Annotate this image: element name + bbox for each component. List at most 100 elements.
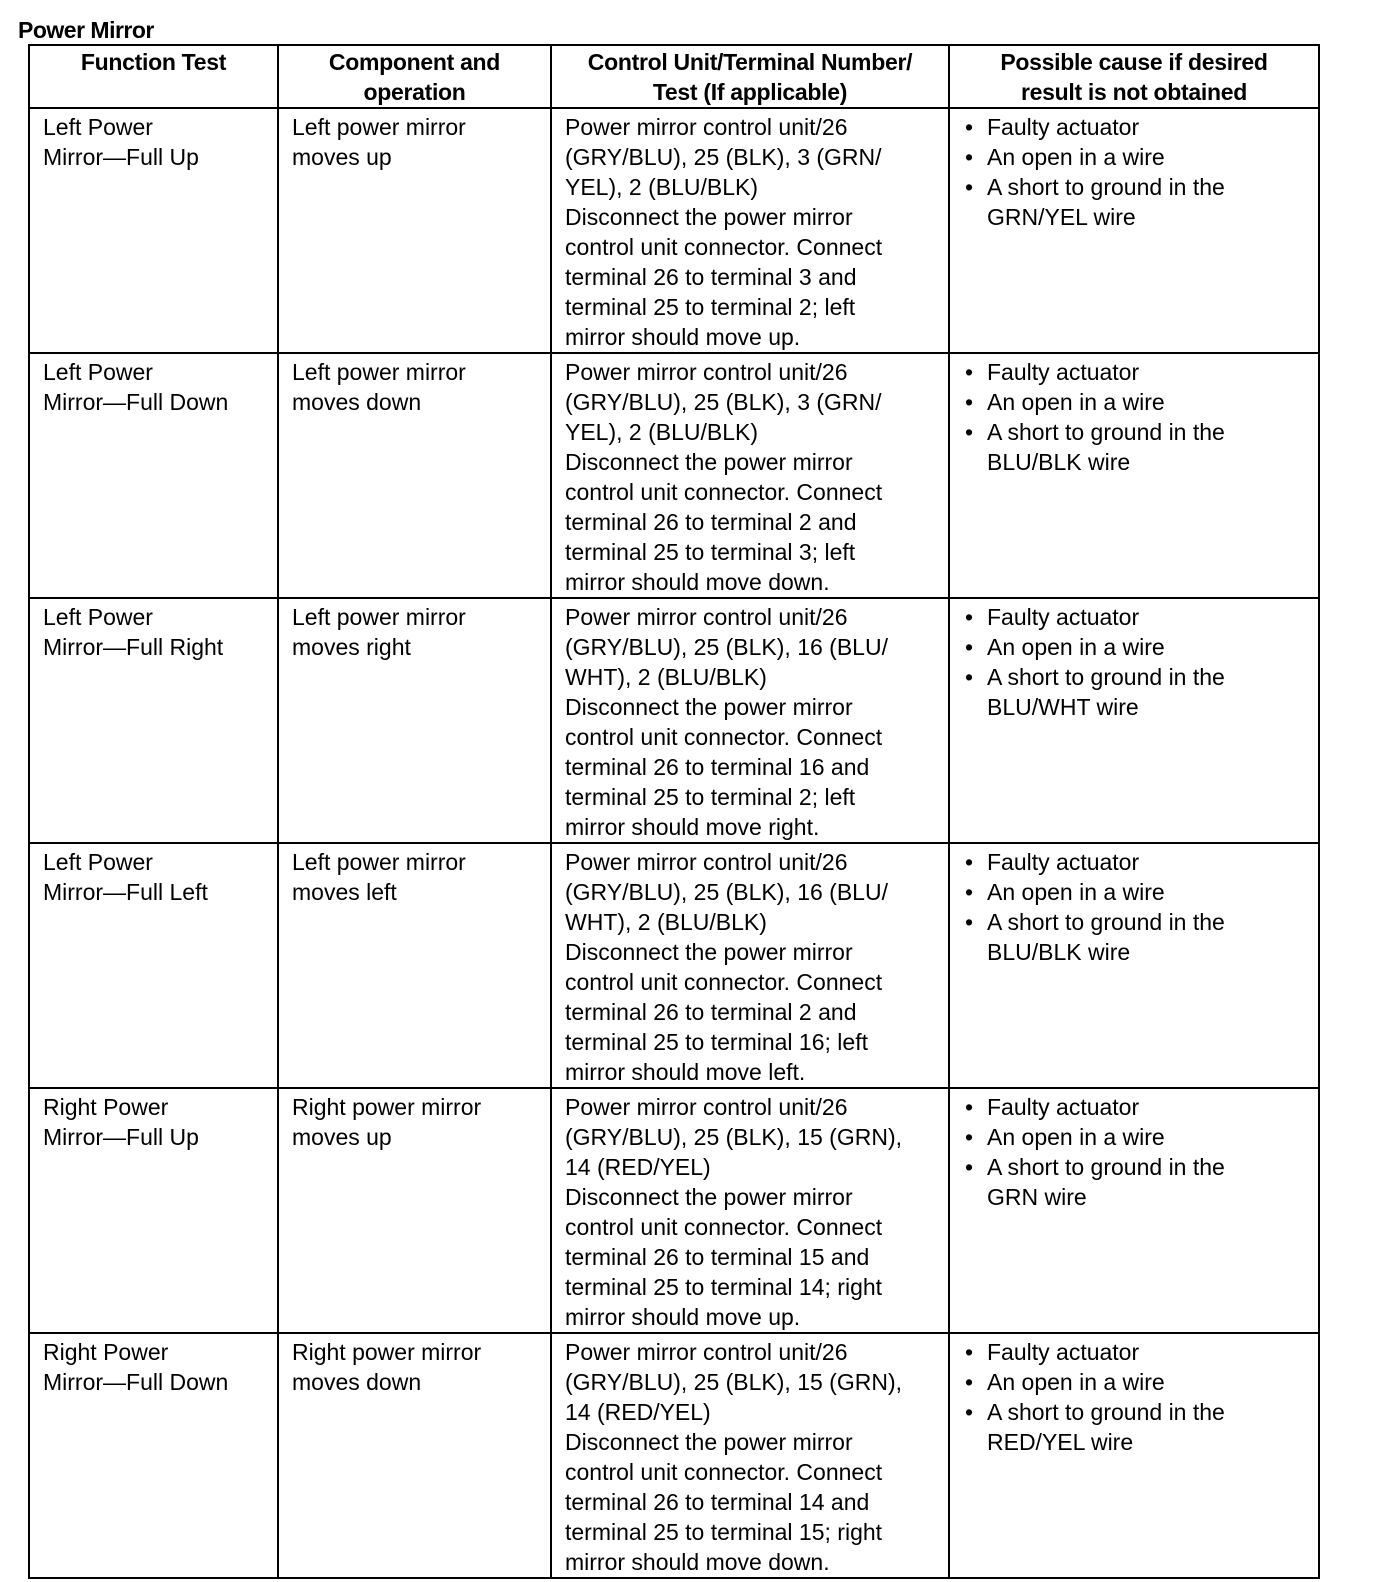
cause-line: Faulty actuator (987, 114, 1140, 140)
test-line: terminal 26 to terminal 14 and (565, 1489, 870, 1515)
bullet-icon: • (965, 1094, 974, 1120)
test-line: control unit connector. Connect (565, 1214, 883, 1240)
test-line: terminal 25 to terminal 15; right (565, 1519, 883, 1545)
power-mirror-test-table: Function Test Component and operation Contr… (28, 44, 1320, 1579)
cause-item: • An open in a wire (963, 632, 1318, 662)
function-line: Left Power (43, 604, 153, 630)
bullet-icon: • (965, 879, 974, 905)
cause-line: Faulty actuator (987, 359, 1140, 385)
function-line: Right Power (43, 1094, 169, 1120)
test-line: (GRY/BLU), 25 (BLK), 15 (GRN), (565, 1369, 902, 1395)
cause-text: An open in a wire (987, 877, 1165, 907)
component-line: moves up (292, 144, 392, 170)
test-line: Disconnect the power mirror (565, 449, 853, 475)
test-line: (GRY/BLU), 25 (BLK), 15 (GRN), (565, 1124, 902, 1150)
cause-text: An open in a wire (987, 1367, 1165, 1397)
test-line: (GRY/BLU), 25 (BLK), 3 (GRN/ (565, 144, 882, 170)
bullet-icon: • (965, 419, 974, 445)
test-cell: Power mirror control unit/26 (GRY/BLU), 2… (550, 1332, 950, 1579)
cause-line: An open in a wire (987, 634, 1165, 660)
test-line: mirror should move up. (565, 1304, 801, 1330)
test-line: terminal 25 to terminal 2; left (565, 294, 856, 320)
cause-item: • An open in a wire (963, 1367, 1318, 1397)
test-cell: Power mirror control unit/26 (GRY/BLU), 2… (550, 1087, 950, 1334)
test-line: control unit connector. Connect (565, 724, 883, 750)
bullet-icon: • (965, 144, 974, 170)
function-line: Mirror—Full Left (43, 879, 208, 905)
cause-item: • Faulty actuator (963, 1337, 1318, 1367)
header-line: Test (If applicable) (652, 79, 848, 105)
header-component: Component and operation (277, 44, 552, 109)
component-line: Left power mirror (292, 114, 466, 140)
component-line: moves up (292, 1124, 392, 1150)
header-line: operation (363, 79, 466, 105)
function-cell: Right Power Mirror—Full Down (28, 1332, 279, 1579)
test-line: terminal 26 to terminal 3 and (565, 264, 857, 290)
function-line: Right Power (43, 1339, 169, 1365)
test-line: terminal 25 to terminal 2; left (565, 784, 856, 810)
table-row: Left Power Mirror—Full Right Left power mi… (28, 597, 1320, 844)
test-line: (GRY/BLU), 25 (BLK), 16 (BLU/ (565, 634, 888, 660)
cause-line: An open in a wire (987, 1124, 1165, 1150)
cause-text: A short to ground in the GRN wire (987, 1152, 1225, 1212)
bullet-icon: • (965, 634, 974, 660)
test-line: YEL), 2 (BLU/BLK) (565, 419, 759, 445)
header-line: result is not obtained (1021, 79, 1247, 105)
cause-line: Faulty actuator (987, 1094, 1140, 1120)
component-line: Right power mirror (292, 1339, 482, 1365)
component-line: Left power mirror (292, 359, 466, 385)
table-row: Right Power Mirror—Full Up Right power mir… (28, 1087, 1320, 1334)
cause-item: • A short to ground in the GRN/YEL wire (963, 172, 1318, 232)
cause-line: Faulty actuator (987, 1339, 1140, 1365)
component-line: Right power mirror (292, 1094, 482, 1120)
cause-text: A short to ground in the BLU/WHT wire (987, 662, 1225, 722)
function-cell: Left Power Mirror—Full Right (28, 597, 279, 844)
cause-text: A short to ground in the GRN/YEL wire (987, 172, 1225, 232)
test-line: terminal 26 to terminal 16 and (565, 754, 870, 780)
test-line: terminal 26 to terminal 2 and (565, 999, 857, 1025)
cause-line: An open in a wire (987, 1369, 1165, 1395)
function-line: Left Power (43, 359, 153, 385)
function-line: Mirror—Full Down (43, 1369, 229, 1395)
cause-text: A short to ground in the RED/YEL wire (987, 1397, 1225, 1457)
test-line: WHT), 2 (BLU/BLK) (565, 909, 767, 935)
cause-item: • Faulty actuator (963, 112, 1318, 142)
test-line: control unit connector. Connect (565, 1459, 883, 1485)
causes-cell: • Faulty actuator • An open in a wire • A sho… (948, 107, 1320, 354)
causes-cell: • Faulty actuator • An open in a wire • A sho… (948, 1087, 1320, 1334)
test-line: control unit connector. Connect (565, 479, 883, 505)
header-row: Function Test Component and operation Contr… (28, 44, 1320, 109)
test-line: terminal 25 to terminal 14; right (565, 1274, 883, 1300)
test-line: terminal 26 to terminal 2 and (565, 509, 857, 535)
cause-item: • Faulty actuator (963, 1092, 1318, 1122)
header-possible-cause: Possible cause if desired result is not o… (948, 44, 1320, 109)
cause-line: An open in a wire (987, 144, 1165, 170)
test-line: terminal 26 to terminal 15 and (565, 1244, 870, 1270)
causes-cell: • Faulty actuator • An open in a wire • A sho… (948, 1332, 1320, 1579)
causes-cell: • Faulty actuator • An open in a wire • A sho… (948, 842, 1320, 1089)
cause-item: • A short to ground in the RED/YEL wire (963, 1397, 1318, 1457)
cause-line: A short to ground in the (987, 664, 1225, 690)
cause-line: BLU/WHT wire (987, 694, 1139, 720)
cause-item: • A short to ground in the BLU/BLK wire (963, 417, 1318, 477)
cause-item: • A short to ground in the GRN wire (963, 1152, 1318, 1212)
test-line: Power mirror control unit/26 (565, 1339, 848, 1365)
cause-line: GRN/YEL wire (987, 204, 1136, 230)
cause-line: RED/YEL wire (987, 1429, 1134, 1455)
causes-cell: • Faulty actuator • An open in a wire • A sho… (948, 352, 1320, 599)
test-line: control unit connector. Connect (565, 234, 883, 260)
cause-line: Faulty actuator (987, 849, 1140, 875)
cause-text: Faulty actuator (987, 1337, 1139, 1367)
test-line: Power mirror control unit/26 (565, 604, 848, 630)
test-line: Disconnect the power mirror (565, 694, 853, 720)
cause-line: An open in a wire (987, 879, 1165, 905)
cause-line: BLU/BLK wire (987, 939, 1131, 965)
component-line: moves down (292, 1369, 422, 1395)
function-cell: Left Power Mirror—Full Up (28, 107, 279, 354)
test-line: 14 (RED/YEL) (565, 1154, 711, 1180)
component-line: Left power mirror (292, 849, 466, 875)
test-cell: Power mirror control unit/26 (GRY/BLU), 2… (550, 107, 950, 354)
function-line: Mirror—Full Up (43, 144, 199, 170)
cause-item: • Faulty actuator (963, 357, 1318, 387)
cause-item: • A short to ground in the BLU/WHT wire (963, 662, 1318, 722)
